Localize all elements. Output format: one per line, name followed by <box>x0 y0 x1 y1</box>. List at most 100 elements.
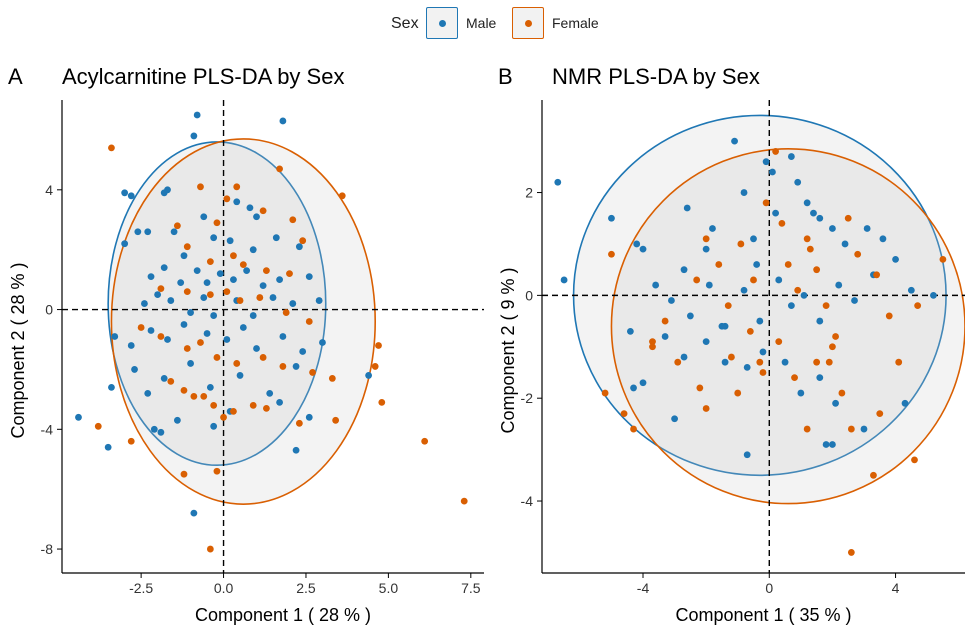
panel-b-chart: -4 0 4 -4 -2 0 2 B NMR PLS-DA by Sex Component 1 … <box>498 64 965 625</box>
data-point-male <box>236 372 244 379</box>
data-point-male <box>652 281 660 289</box>
data-point-female <box>702 405 710 412</box>
data-point-female <box>661 317 669 325</box>
data-point-male <box>775 276 783 284</box>
data-point-female <box>206 545 214 553</box>
data-point-female <box>233 360 241 367</box>
data-point-male <box>630 384 637 392</box>
data-point-female <box>873 271 881 279</box>
data-point-female <box>460 497 468 505</box>
data-point-male <box>276 398 283 406</box>
data-point-female <box>206 291 214 298</box>
data-point-female <box>259 354 267 361</box>
legend-key-female <box>512 7 544 39</box>
data-point-male <box>177 279 185 287</box>
data-point-male <box>626 327 634 335</box>
legend-item-female: Female <box>512 6 599 40</box>
data-point-female <box>696 384 704 392</box>
data-point-male <box>305 413 313 421</box>
data-point-female <box>806 245 814 253</box>
data-point-male <box>772 209 779 217</box>
data-point-male <box>180 252 188 260</box>
panel-a-chart: -2.5 0.0 2.5 5.0 7.5 -8 -4 0 4 A Acylcarnitine PLS… <box>8 64 484 625</box>
data-point-female <box>728 353 735 361</box>
data-point-male <box>718 322 726 330</box>
data-point-female <box>249 401 257 409</box>
data-point-male <box>230 276 237 284</box>
data-point-male <box>686 312 694 320</box>
data-point-female <box>233 183 241 191</box>
chart-title: Acylcarnitine PLS-DA by Sex <box>62 64 344 89</box>
data-point-male <box>305 273 313 281</box>
data-point-male <box>210 234 218 242</box>
data-point-male <box>147 273 155 281</box>
data-point-male <box>180 321 188 328</box>
data-point-female <box>838 389 846 397</box>
data-point-male <box>901 399 909 407</box>
data-point-male <box>892 255 899 263</box>
data-point-female <box>197 183 204 191</box>
data-point-female <box>630 425 637 433</box>
data-point-female <box>822 302 830 310</box>
data-point-male <box>75 413 82 421</box>
data-point-female <box>601 389 609 397</box>
data-point-female <box>157 333 165 340</box>
data-point-male <box>154 291 162 298</box>
data-point-female <box>794 286 802 294</box>
y-tick-label: -2 <box>521 390 534 406</box>
data-point-female <box>338 192 346 200</box>
data-point-male <box>863 225 871 232</box>
data-point-male <box>816 317 824 325</box>
data-point-male <box>816 374 824 382</box>
data-point-male <box>709 225 716 232</box>
data-point-male <box>683 204 691 212</box>
data-point-male <box>315 297 323 304</box>
data-point-male <box>193 267 201 275</box>
data-point-male <box>705 281 713 289</box>
data-point-male <box>200 213 208 221</box>
y-tick-label: 2 <box>525 185 533 201</box>
data-point-male <box>111 333 119 340</box>
panel-tag: B <box>498 64 513 89</box>
data-point-female <box>693 276 701 284</box>
data-point-female <box>295 419 303 427</box>
data-point-male <box>832 399 839 407</box>
data-point-male <box>860 425 868 433</box>
y-tick-label: -4 <box>41 421 54 437</box>
data-point-female <box>813 266 821 274</box>
data-point-male <box>141 300 148 307</box>
data-point-female <box>911 456 918 464</box>
data-point-female <box>263 404 270 412</box>
data-point-male <box>554 178 562 186</box>
data-point-male <box>190 509 198 517</box>
data-point-male <box>216 270 224 278</box>
data-point-female <box>702 235 710 243</box>
data-point-female <box>885 312 893 320</box>
legend-label-male: Male <box>466 15 497 31</box>
data-point-female <box>737 240 745 248</box>
data-point-male <box>930 291 937 299</box>
data-point-male <box>246 204 254 212</box>
data-point-female <box>157 285 165 293</box>
data-point-male <box>661 333 669 340</box>
data-point-female <box>127 437 135 445</box>
y-axis-label: Component 2 ( 9 % ) <box>498 267 518 433</box>
data-point-female <box>213 467 221 475</box>
data-point-male <box>289 300 297 307</box>
data-point-female <box>772 148 779 155</box>
data-point-female <box>279 363 287 370</box>
data-point-male <box>841 240 849 248</box>
data-point-male <box>702 245 710 253</box>
data-point-female <box>286 270 293 278</box>
data-point-male <box>299 348 307 355</box>
y-axis-label: Component 2 ( 28 % ) <box>8 262 28 438</box>
data-point-male <box>157 428 165 436</box>
data-point-female <box>263 267 270 275</box>
data-point-female <box>206 258 214 266</box>
data-point-male <box>233 198 241 206</box>
data-point-male <box>131 366 138 373</box>
y-tick-label: 0 <box>45 302 53 318</box>
data-point-male <box>160 264 168 272</box>
x-axis-label: Component 1 ( 35 % ) <box>675 605 851 625</box>
data-point-male <box>750 235 757 243</box>
